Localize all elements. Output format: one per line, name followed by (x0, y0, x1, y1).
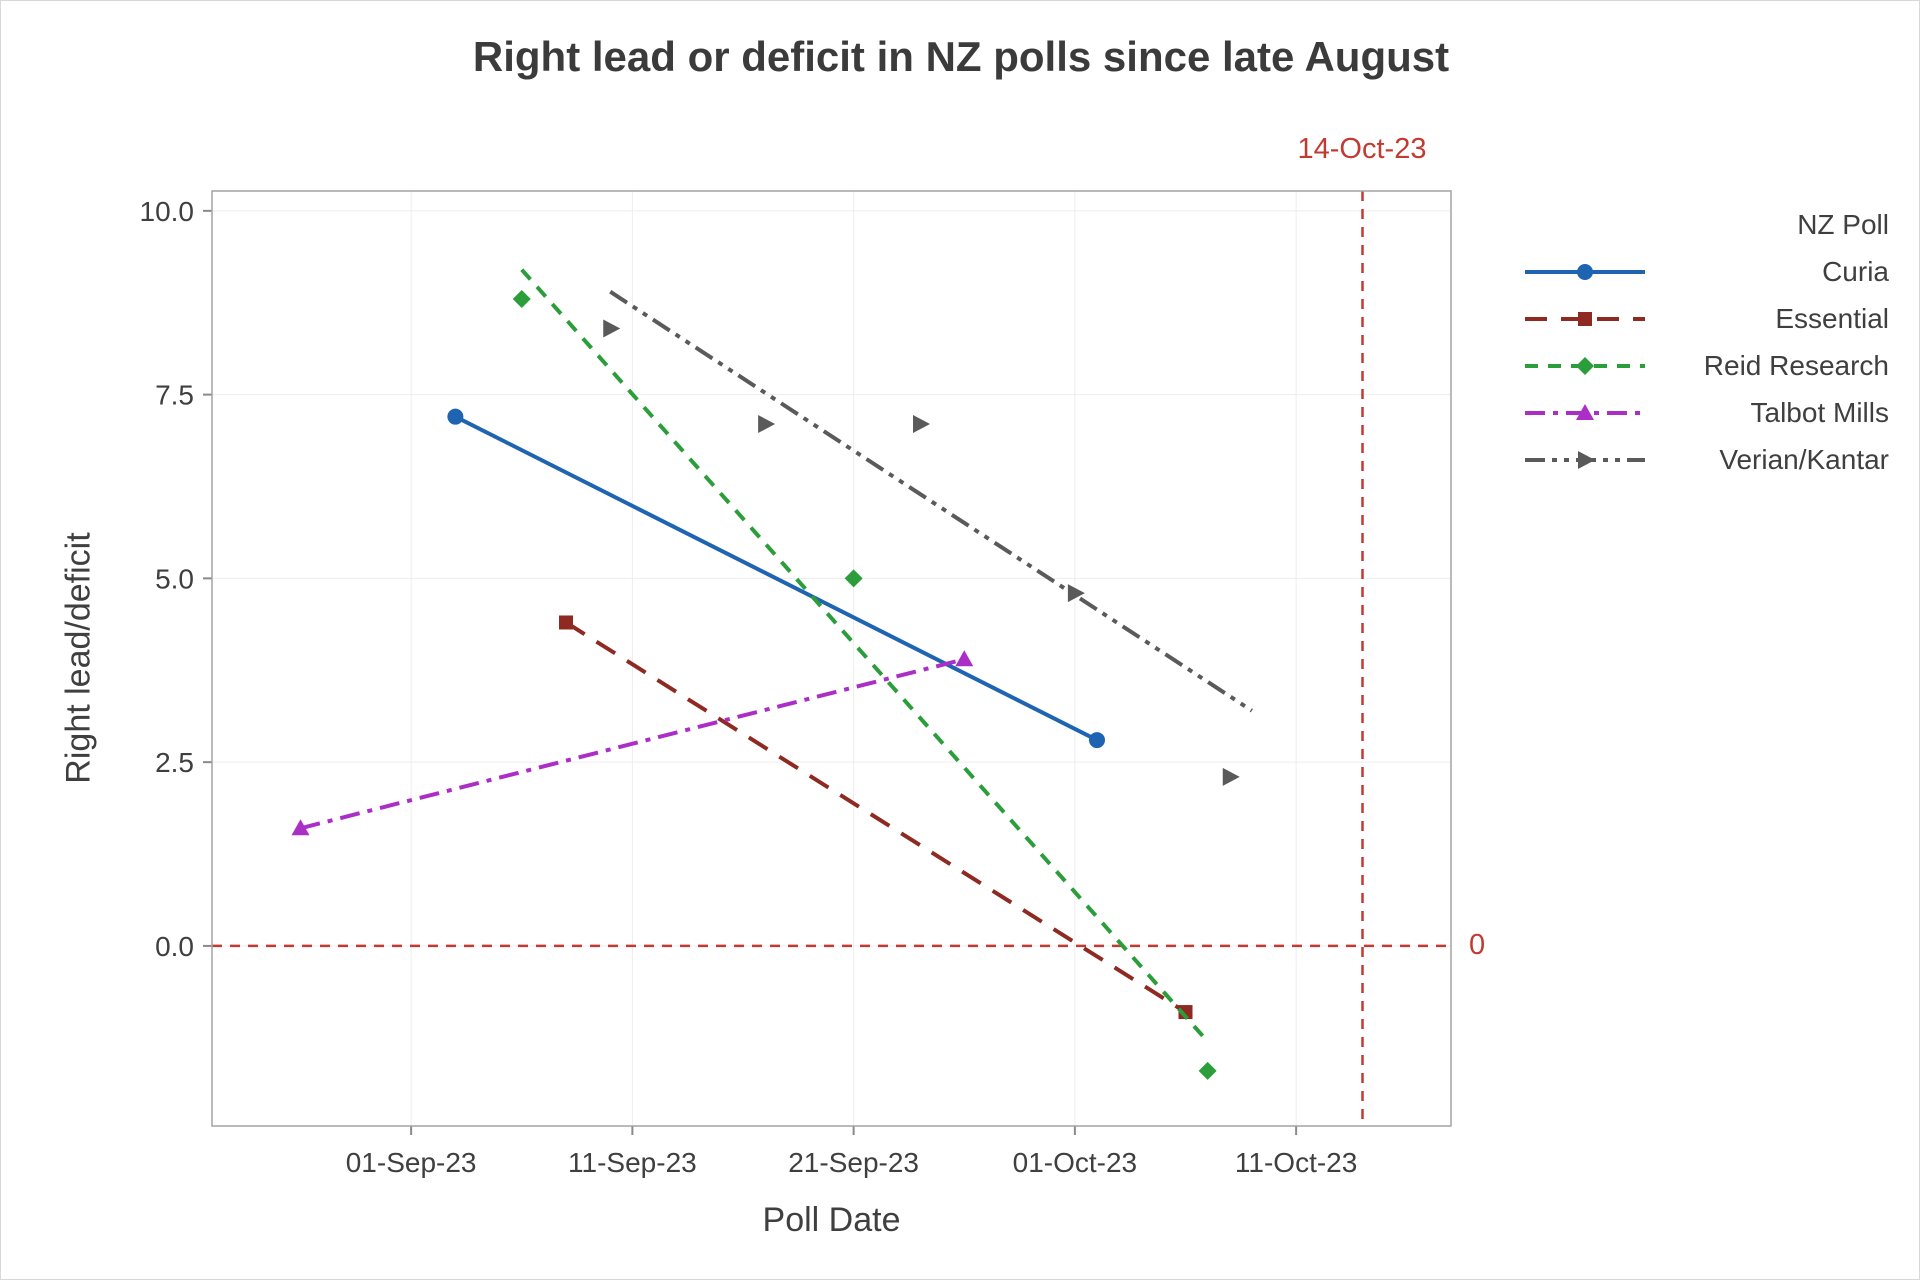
legend-sample-square-icon (1525, 311, 1645, 326)
axis-ticks: 01-Sep-23 11-Sep-23 21-Sep-23 01-Oct-23 11-O… (140, 196, 1358, 1178)
x-tick-label: 11-Oct-23 (1235, 1147, 1357, 1178)
data-point-marker (1222, 767, 1240, 786)
gridlines (212, 191, 1451, 1126)
x-tick-label: 11-Sep-23 (568, 1147, 697, 1178)
data-point-marker (447, 408, 464, 425)
trend-line (609, 290, 1253, 713)
legend-item: Verian/Kantar (1521, 436, 1889, 483)
data-point-marker (1198, 1061, 1217, 1080)
y-tick-label: 0.0 (155, 931, 194, 962)
legend-sample-diamond-icon (1525, 356, 1645, 375)
legend-label: NZ Poll (1797, 208, 1889, 240)
data-point-marker (559, 615, 573, 630)
series-curia (447, 408, 1105, 749)
data-point-marker (1067, 584, 1085, 603)
trend-line (520, 268, 1210, 1043)
legend-label: Verian/Kantar (1719, 443, 1889, 475)
data-point-marker (603, 319, 621, 338)
series-talbot-mills (291, 650, 974, 836)
data-point-marker (955, 650, 974, 667)
x-tick-label: 21-Sep-23 (788, 1147, 919, 1178)
legend: NZ Poll Curia Essential Reid Research Talbot… (1521, 201, 1889, 483)
data-point-marker (1578, 450, 1595, 469)
y-tick-label: 7.5 (155, 380, 194, 411)
data-point-marker (1577, 263, 1593, 280)
data-point-marker (913, 415, 930, 434)
legend-sample-triangle-up-icon (1525, 403, 1645, 420)
data-point-marker (1576, 403, 1594, 420)
y-tick-label: 10.0 (140, 196, 195, 227)
trend-line (564, 620, 1187, 1014)
data-point-marker (844, 569, 863, 588)
data-point-marker (291, 819, 310, 836)
data-point-marker (1089, 732, 1105, 749)
legend-label: Talbot Mills (1750, 396, 1889, 428)
legend-title: NZ Poll (1521, 201, 1889, 248)
data-point-marker (758, 415, 776, 434)
data-point-marker (1578, 311, 1592, 326)
legend-item: Essential (1521, 295, 1889, 342)
series-reid-research (512, 268, 1217, 1080)
election-date-reference-label: 14-Oct-23 (1297, 133, 1427, 165)
legend-item: Reid Research (1521, 342, 1889, 389)
y-tick-label: 2.5 (155, 747, 194, 778)
y-axis-label: Right lead/deficit (59, 532, 98, 784)
trend-line (300, 657, 965, 831)
x-axis-label: Poll Date (762, 1201, 901, 1239)
data-point-marker (1576, 356, 1594, 375)
trend-line (454, 414, 1098, 742)
chart-title: Right lead or deficit in NZ polls since … (472, 33, 1450, 80)
y-tick-label: 5.0 (155, 563, 194, 594)
series-verian-kantar (603, 290, 1253, 786)
data-point-marker (512, 290, 531, 309)
legend-label: Essential (1775, 302, 1889, 334)
x-tick-label: 01-Oct-23 (1013, 1147, 1138, 1178)
x-tick-label: 01-Sep-23 (346, 1147, 477, 1178)
legend-sample-triangle-right-icon (1525, 450, 1645, 469)
legend-item: Talbot Mills (1521, 389, 1889, 436)
legend-item: Curia (1521, 248, 1889, 295)
legend-label: Curia (1822, 255, 1889, 287)
legend-label: Reid Research (1703, 349, 1889, 381)
plot-border (211, 190, 1452, 1127)
series-essential (559, 615, 1193, 1020)
legend-sample-circle-icon (1525, 263, 1645, 280)
zero-reference-label: 0 (1469, 929, 1486, 961)
legend-sample-empty (1521, 210, 1649, 240)
